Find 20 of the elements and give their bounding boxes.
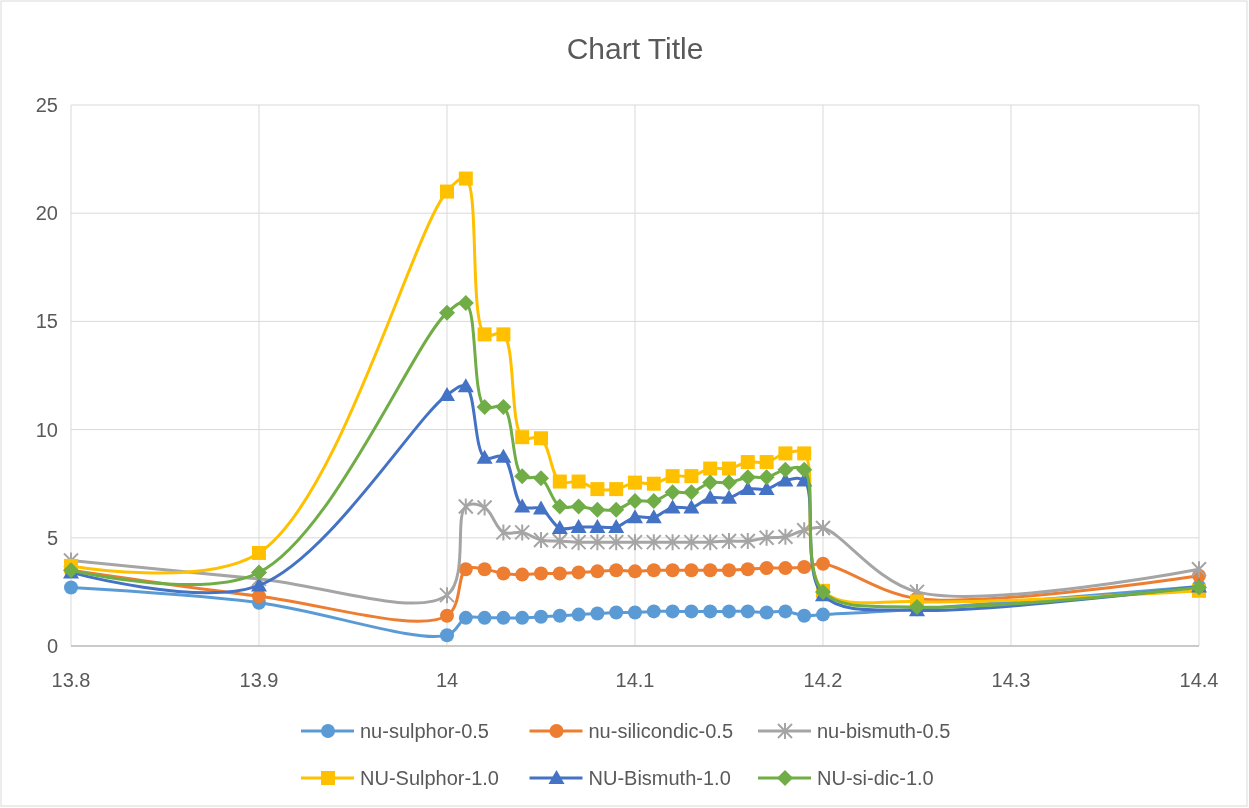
legend-label: nu-silicondic-0.5 xyxy=(588,720,734,742)
y-tick-label: 10 xyxy=(35,418,58,441)
y-tick-label: 20 xyxy=(35,202,58,225)
chart-title: Chart Title xyxy=(566,31,704,65)
x-tick-label: 14.2 xyxy=(803,669,843,691)
y-tick-label: 5 xyxy=(46,526,58,549)
legend-label: NU-Bismuth-1.0 xyxy=(588,767,731,789)
x-tick-label: 13.8 xyxy=(51,669,91,691)
x-tick-label: 14 xyxy=(435,669,459,691)
x-tick-label: 14.1 xyxy=(615,669,655,691)
legend-label: nu-sulphor-0.5 xyxy=(360,720,489,742)
x-tick-label: 13.9 xyxy=(239,669,279,691)
legend-label: NU-Sulphor-1.0 xyxy=(360,767,499,789)
legend-label: NU-si-dic-1.0 xyxy=(817,767,934,789)
x-tick-label: 14.3 xyxy=(991,669,1031,691)
y-tick-label: 0 xyxy=(46,635,58,657)
x-tick-label: 14.4 xyxy=(1179,669,1219,691)
y-tick-label: 15 xyxy=(35,310,58,333)
y-tick-label: 25 xyxy=(35,94,58,116)
legend-label: nu-bismuth-0.5 xyxy=(817,720,951,742)
